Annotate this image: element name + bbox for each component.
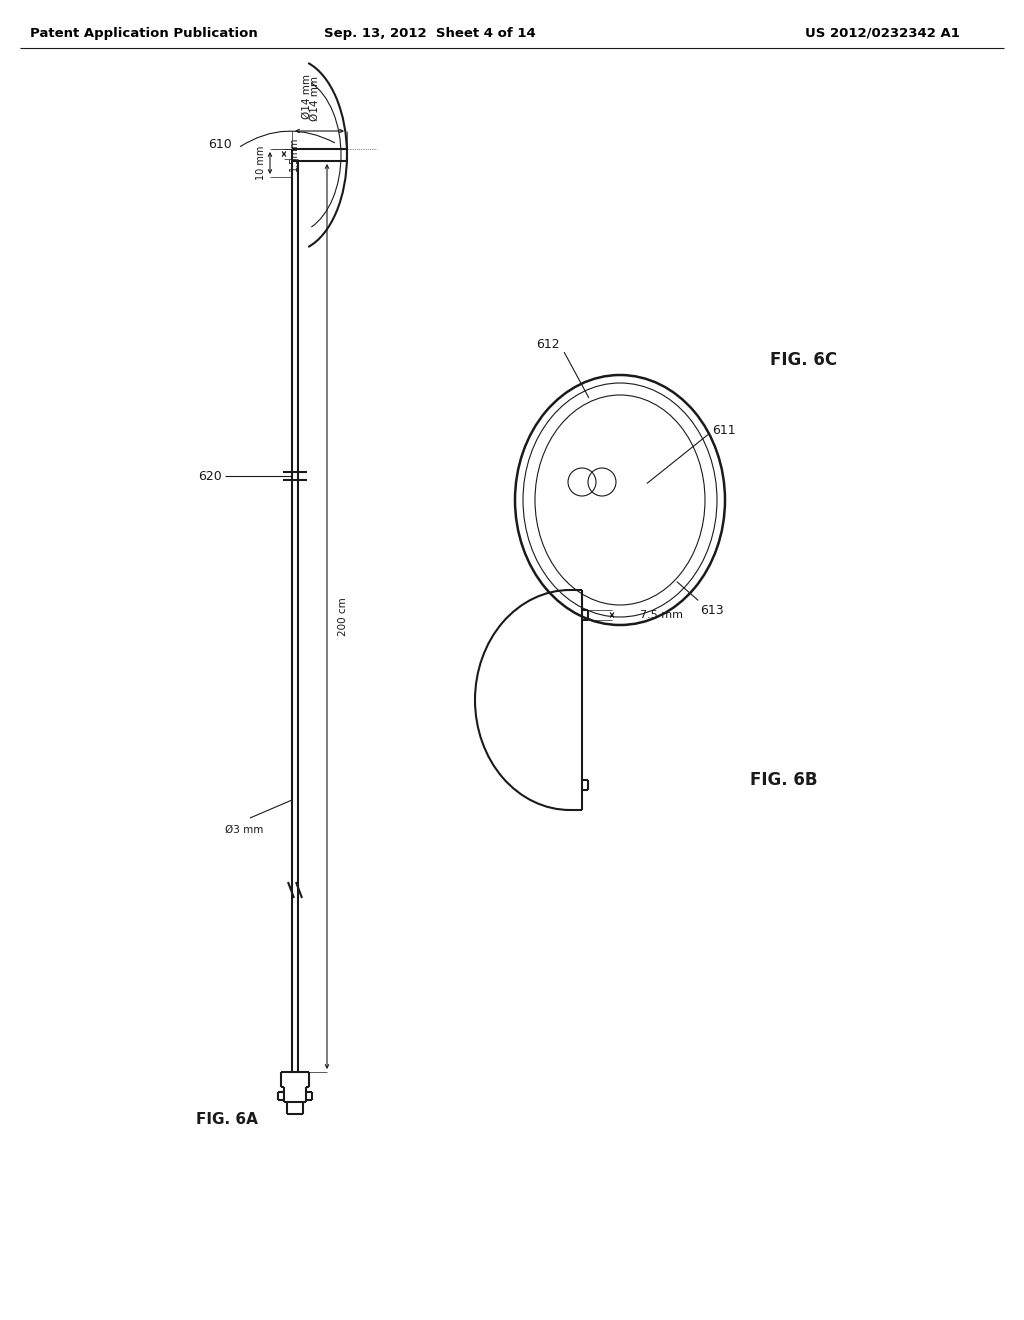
- Text: FIG. 6B: FIG. 6B: [750, 771, 817, 789]
- Text: 1.5mm: 1.5mm: [289, 137, 299, 172]
- Text: 613: 613: [700, 603, 724, 616]
- Text: 200 cm: 200 cm: [338, 597, 348, 636]
- Text: 610: 610: [208, 139, 232, 152]
- Text: US 2012/0232342 A1: US 2012/0232342 A1: [805, 26, 961, 40]
- Text: FIG. 6C: FIG. 6C: [770, 351, 838, 370]
- Text: Patent Application Publication: Patent Application Publication: [30, 26, 258, 40]
- Text: 7.5 mm: 7.5 mm: [640, 610, 683, 620]
- Text: 620: 620: [199, 470, 222, 483]
- Text: Ø3 mm: Ø3 mm: [224, 825, 263, 836]
- Text: Sep. 13, 2012  Sheet 4 of 14: Sep. 13, 2012 Sheet 4 of 14: [325, 26, 536, 40]
- Text: 612: 612: [537, 338, 560, 351]
- Text: 10 mm: 10 mm: [256, 145, 266, 181]
- Text: FIG. 6A: FIG. 6A: [196, 1113, 258, 1127]
- Text: 611: 611: [712, 424, 735, 437]
- Text: Ø14 mm: Ø14 mm: [309, 77, 319, 121]
- Text: Ø14 mm: Ø14 mm: [302, 74, 312, 119]
